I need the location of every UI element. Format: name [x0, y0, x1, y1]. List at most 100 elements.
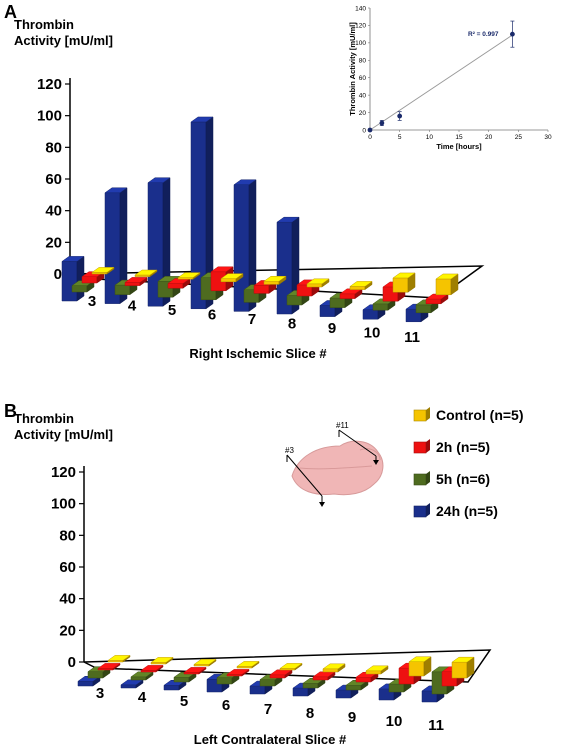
- panel-a-bar: [61, 255, 85, 302]
- panel-b-bar: [107, 654, 131, 663]
- panel-b-bar: [150, 656, 174, 665]
- panel-b-bar: [312, 671, 336, 681]
- panel-b-xlabel: Left Contralateral Slice #: [194, 732, 347, 747]
- panel-a-ytick-label: 120: [37, 76, 62, 93]
- panel-a-bar: [91, 266, 115, 275]
- panel-a-xtick-label: 11: [404, 329, 420, 346]
- panel-a-xtick-label: 4: [128, 298, 137, 315]
- panel-a-xtick-label: 8: [288, 316, 296, 333]
- inset-xlabel: Time [hours]: [436, 142, 482, 151]
- brain-fissure: [299, 465, 373, 470]
- legend-label: Control (n=5): [436, 407, 524, 423]
- panel-b-xtick-label: 10: [386, 713, 403, 730]
- legend-swatch: [413, 473, 427, 486]
- legend: Control (n=5) 2h (n=5) 5h (n=6) 24h (n=5): [413, 407, 524, 519]
- panel-a-bar: [167, 277, 191, 289]
- panel-a-bar: [147, 177, 171, 307]
- panel-b-label: B: [4, 401, 17, 421]
- panel-a-title: Thrombin Activity [mU/ml]: [14, 17, 113, 48]
- panel-a-bar: [392, 272, 416, 293]
- slice-line-3: [286, 454, 323, 497]
- panel-a-xlabel: Right Ischemic Slice #: [189, 346, 327, 361]
- panel-a-ytick-label: 80: [45, 139, 62, 156]
- panel-b-ytick-label: 20: [59, 622, 76, 639]
- inset-fit-line: [369, 34, 513, 131]
- panel-b-xtick-label: 11: [428, 717, 444, 734]
- panel-b-ytick-label: 0: [68, 654, 76, 671]
- inset-xtick-label: 20: [485, 134, 493, 141]
- panel-b-bar: [279, 662, 303, 671]
- brain-cerebellum: [359, 448, 381, 461]
- panel-a-label: A: [4, 2, 17, 22]
- panel-a-ytick-label: 20: [45, 234, 62, 251]
- inset-point: [379, 120, 385, 126]
- legend-swatch: [413, 505, 427, 518]
- panel-a-bar: [435, 273, 459, 296]
- panel-a-bar: [124, 276, 148, 287]
- panel-b-bar: [451, 656, 475, 679]
- panel-b-bar: [97, 662, 121, 671]
- legend-item: 24h (n=5): [413, 503, 498, 519]
- inset-ytick-label: 60: [359, 75, 367, 82]
- panel-b-bar: [183, 666, 207, 675]
- legend-swatch: [413, 409, 427, 422]
- inset-xtick-label: 0: [368, 134, 372, 141]
- legend-swatch-side: [426, 407, 430, 421]
- panel-b-bar: [322, 663, 346, 673]
- panel-a-xtick-label: 7: [248, 311, 256, 328]
- panel-b-bar: [193, 658, 217, 667]
- inset-point: [367, 127, 373, 133]
- slice-line-11: [338, 429, 377, 457]
- panel-a-bar: [104, 187, 128, 305]
- inset-ytick-label: 80: [359, 58, 367, 65]
- legend-swatch-side: [426, 471, 430, 485]
- panel-a-bar: [177, 272, 201, 280]
- panel-b-bar: [365, 665, 389, 675]
- inset-chart: 0 20 40 60 80 100 120 140 0 5 10 15 20 25 30 R² = 0.997…: [348, 5, 552, 151]
- panel-b-bar: [87, 666, 111, 679]
- panel-b-bar: [163, 679, 187, 691]
- panel-b-ytick-label: 40: [59, 591, 76, 608]
- inset-ytick-label: 40: [359, 92, 367, 99]
- panel-a-ytick-label: 100: [37, 108, 62, 125]
- legend-item: 5h (n=6): [413, 471, 490, 487]
- brain-illustration: #3 #11: [285, 421, 384, 507]
- legend-swatch-side: [426, 439, 430, 453]
- inset-ytick-label: 120: [355, 23, 366, 30]
- panel-a-bar: [81, 271, 105, 284]
- inset-ylabel: Thrombin Activity [mU/ml]: [348, 22, 357, 116]
- legend-item: Control (n=5): [413, 407, 524, 423]
- panel-a-xtick-label: 6: [208, 307, 216, 324]
- legend-item: 2h (n=5): [413, 439, 490, 455]
- panel-b-xtick-label: 6: [222, 697, 230, 714]
- panel-b-title: Thrombin Activity [mU/ml]: [14, 411, 113, 442]
- legend-label: 5h (n=6): [436, 471, 490, 487]
- panel-a-xtick-label: 10: [364, 325, 381, 342]
- panel-a-xtick-label: 3: [88, 293, 96, 310]
- inset-r2-annotation: R² = 0.997: [468, 31, 499, 38]
- panel-b-xtick-label: 8: [306, 705, 314, 722]
- brain-label-3: #3: [285, 446, 294, 455]
- panel-b-ytick-label: 120: [51, 464, 76, 481]
- inset-ytick-label: 100: [355, 40, 366, 47]
- panel-a-bar: [134, 269, 158, 278]
- inset-xtick-label: 5: [398, 134, 402, 141]
- panel-b-bar: [140, 664, 164, 673]
- panel-a-bar: [190, 116, 214, 310]
- brain-label-11: #11: [336, 421, 349, 430]
- legend-swatch-side: [426, 503, 430, 517]
- legend-swatch: [413, 441, 427, 454]
- panel-a-bar: [220, 273, 244, 283]
- panel-b-xtick-label: 7: [264, 701, 272, 718]
- panel-a-ytick-label: 0: [54, 266, 62, 283]
- inset-point: [510, 31, 515, 37]
- panel-a-bar: [263, 275, 287, 285]
- inset-ytick-label: 20: [359, 110, 367, 117]
- panel-a-bar: [349, 280, 373, 291]
- inset-ytick-label: 140: [355, 5, 366, 12]
- panel-a-xtick-label: 5: [168, 302, 176, 319]
- inset-point: [397, 113, 403, 119]
- inset-xtick-label: 15: [455, 134, 463, 141]
